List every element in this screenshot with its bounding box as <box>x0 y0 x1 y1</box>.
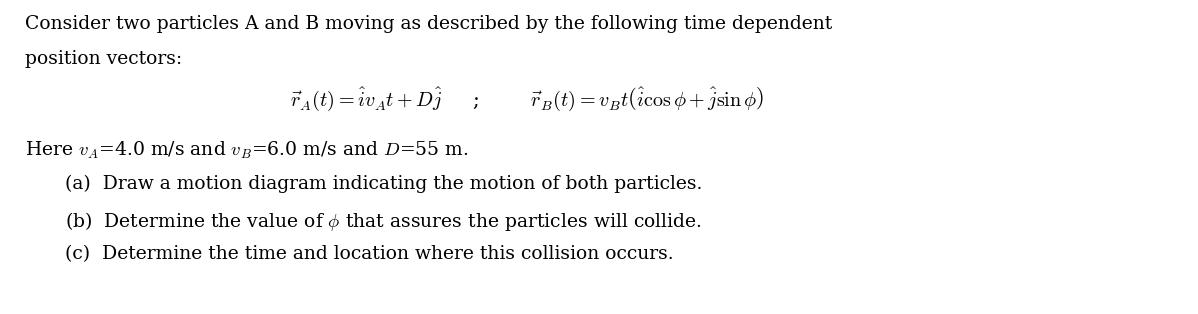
Text: Consider two particles A and B moving as described by the following time depende: Consider two particles A and B moving as… <box>25 15 833 33</box>
Text: Here $v_A$=4.0 m/s and $v_B$=6.0 m/s and $D$=55 m.: Here $v_A$=4.0 m/s and $v_B$=6.0 m/s and… <box>25 140 468 161</box>
Text: (a)  Draw a motion diagram indicating the motion of both particles.: (a) Draw a motion diagram indicating the… <box>65 175 702 193</box>
Text: (b)  Determine the value of $\phi$ that assures the particles will collide.: (b) Determine the value of $\phi$ that a… <box>65 210 702 233</box>
Text: position vectors:: position vectors: <box>25 50 182 68</box>
Text: $\vec{r}_A(t)=\hat{i}v_{A}t+D\hat{j}$     ;        $\vec{r}_B(t)=v_{B}t\left(\ha: $\vec{r}_A(t)=\hat{i}v_{A}t+D\hat{j}$ ; … <box>290 85 764 113</box>
Text: (c)  Determine the time and location where this collision occurs.: (c) Determine the time and location wher… <box>65 245 673 263</box>
